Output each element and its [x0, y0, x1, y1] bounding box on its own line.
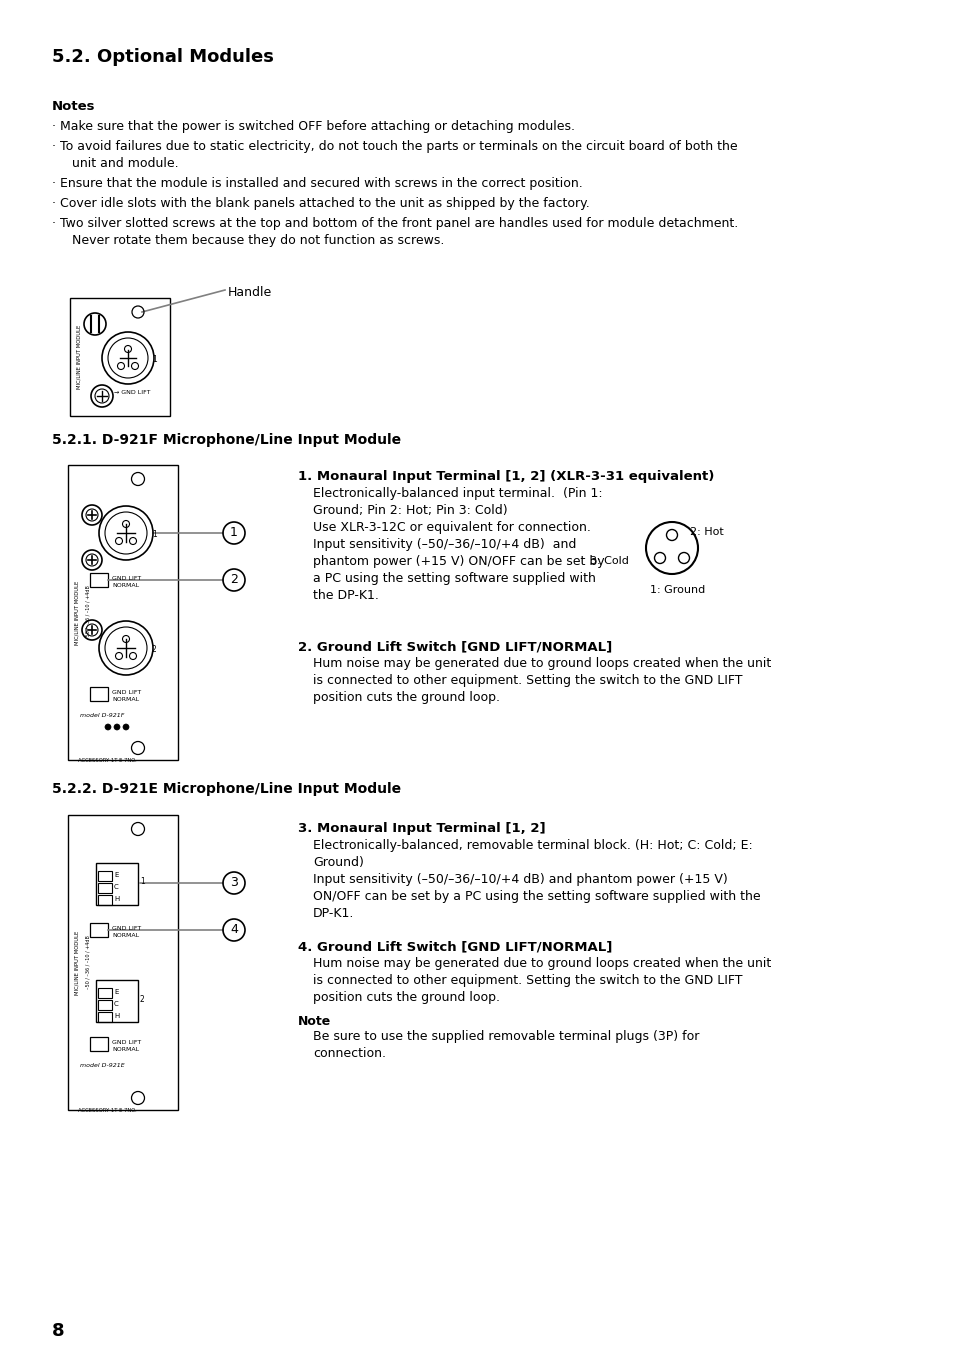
Text: C: C	[113, 884, 118, 890]
Text: 5.2.2. D-921E Microphone/Line Input Module: 5.2.2. D-921E Microphone/Line Input Modu…	[52, 782, 400, 796]
Text: E: E	[113, 871, 118, 878]
Text: 5.2. Optional Modules: 5.2. Optional Modules	[52, 49, 274, 66]
Text: 5.2.1. D-921F Microphone/Line Input Module: 5.2.1. D-921F Microphone/Line Input Modu…	[52, 434, 400, 447]
Text: Note: Note	[297, 1015, 331, 1028]
Text: · Two silver slotted screws at the top and bottom of the front panel are handles: · Two silver slotted screws at the top a…	[52, 218, 738, 230]
Text: 3. Monaural Input Terminal [1, 2]: 3. Monaural Input Terminal [1, 2]	[297, 821, 545, 835]
Text: GND LIFT: GND LIFT	[112, 925, 141, 931]
Bar	[98, 1000, 112, 1011]
Text: → GND LIFT: → GND LIFT	[113, 390, 151, 394]
Circle shape	[666, 530, 677, 540]
Text: 4: 4	[230, 923, 237, 936]
Bar	[68, 465, 178, 761]
Bar	[90, 923, 108, 938]
Text: MIC/LINE INPUT MODULE: MIC/LINE INPUT MODULE	[74, 581, 79, 644]
Text: Never rotate them because they do not function as screws.: Never rotate them because they do not fu…	[60, 234, 444, 247]
Text: ACCESSORY 1T E 7NO.: ACCESSORY 1T E 7NO.	[78, 758, 136, 763]
Text: H: H	[113, 1013, 119, 1019]
Text: MIC/LINE INPUT MODULE: MIC/LINE INPUT MODULE	[74, 931, 79, 994]
Text: 4. Ground Lift Switch [GND LIFT/NORMAL]: 4. Ground Lift Switch [GND LIFT/NORMAL]	[297, 940, 612, 952]
Text: GND LIFT: GND LIFT	[112, 576, 141, 581]
Text: 2: 2	[140, 994, 145, 1004]
Text: ACCESSORY 1T E 7NO.: ACCESSORY 1T E 7NO.	[78, 1108, 136, 1113]
Text: –50 / –36 / –10 / +4dB: –50 / –36 / –10 / +4dB	[86, 935, 91, 989]
Text: GND LIFT: GND LIFT	[112, 1040, 141, 1046]
Text: Hum noise may be generated due to ground loops created when the unit
is connecte: Hum noise may be generated due to ground…	[313, 957, 770, 1004]
Bar	[90, 573, 108, 586]
Circle shape	[123, 724, 129, 730]
Bar	[70, 299, 170, 416]
Text: 3: Cold: 3: Cold	[589, 557, 628, 566]
Text: Electronically-balanced, removable terminal block. (H: Hot; C: Cold; E:
Ground)
: Electronically-balanced, removable termi…	[313, 839, 760, 920]
Text: 2: Hot: 2: Hot	[689, 527, 723, 536]
Text: 8: 8	[52, 1323, 65, 1340]
Text: 1: 1	[140, 877, 145, 886]
Text: · Make sure that the power is switched OFF before attaching or detaching modules: · Make sure that the power is switched O…	[52, 120, 575, 132]
Text: · Cover idle slots with the blank panels attached to the unit as shipped by the : · Cover idle slots with the blank panels…	[52, 197, 589, 209]
Text: –50 / –36 / –10 / +4dB: –50 / –36 / –10 / +4dB	[86, 585, 91, 639]
Text: NORMAL: NORMAL	[112, 934, 139, 938]
Text: · To avoid failures due to static electricity, do not touch the parts or termina: · To avoid failures due to static electr…	[52, 141, 737, 153]
Bar	[68, 815, 178, 1111]
Text: 1: 1	[152, 530, 156, 539]
Circle shape	[105, 724, 111, 730]
Text: MIC/LINE INPUT MODULE: MIC/LINE INPUT MODULE	[76, 324, 81, 389]
Bar	[98, 884, 112, 893]
Text: 1. Monaural Input Terminal [1, 2] (XLR-3-31 equivalent): 1. Monaural Input Terminal [1, 2] (XLR-3…	[297, 470, 714, 484]
Text: · Ensure that the module is installed and secured with screws in the correct pos: · Ensure that the module is installed an…	[52, 177, 582, 190]
Text: model D-921F: model D-921F	[80, 713, 124, 717]
Circle shape	[654, 553, 665, 563]
Text: model D-921E: model D-921E	[80, 1063, 125, 1069]
Text: NORMAL: NORMAL	[112, 697, 139, 703]
Text: Hum noise may be generated due to ground loops created when the unit
is connecte: Hum noise may be generated due to ground…	[313, 657, 770, 704]
Bar	[98, 871, 112, 881]
Text: 3: 3	[230, 875, 237, 889]
Text: 1: Ground: 1: Ground	[649, 585, 704, 594]
Bar	[90, 688, 108, 701]
Text: 2: 2	[230, 573, 237, 586]
Text: NORMAL: NORMAL	[112, 584, 139, 588]
Bar	[96, 979, 138, 1021]
Bar	[90, 1038, 108, 1051]
Text: 2. Ground Lift Switch [GND LIFT/NORMAL]: 2. Ground Lift Switch [GND LIFT/NORMAL]	[297, 640, 612, 653]
Text: H: H	[113, 896, 119, 902]
Text: unit and module.: unit and module.	[60, 157, 178, 170]
Text: GND LIFT: GND LIFT	[112, 690, 141, 694]
Text: Electronically-balanced input terminal.  (Pin 1:
Ground; Pin 2: Hot; Pin 3: Cold: Electronically-balanced input terminal. …	[313, 486, 604, 603]
Text: Notes: Notes	[52, 100, 95, 113]
Bar	[98, 988, 112, 998]
Text: Be sure to use the supplied removable terminal plugs (3P) for
connection.: Be sure to use the supplied removable te…	[313, 1029, 699, 1061]
Text: 1: 1	[230, 526, 237, 539]
Bar	[96, 863, 138, 905]
Circle shape	[113, 724, 120, 730]
Bar	[98, 1012, 112, 1021]
Text: Handle: Handle	[228, 286, 272, 299]
Text: NORMAL: NORMAL	[112, 1047, 139, 1052]
Circle shape	[678, 553, 689, 563]
Text: E: E	[113, 989, 118, 994]
Text: 2: 2	[152, 644, 156, 654]
Text: C: C	[113, 1001, 118, 1006]
Text: 1: 1	[152, 355, 156, 363]
Bar	[98, 894, 112, 905]
